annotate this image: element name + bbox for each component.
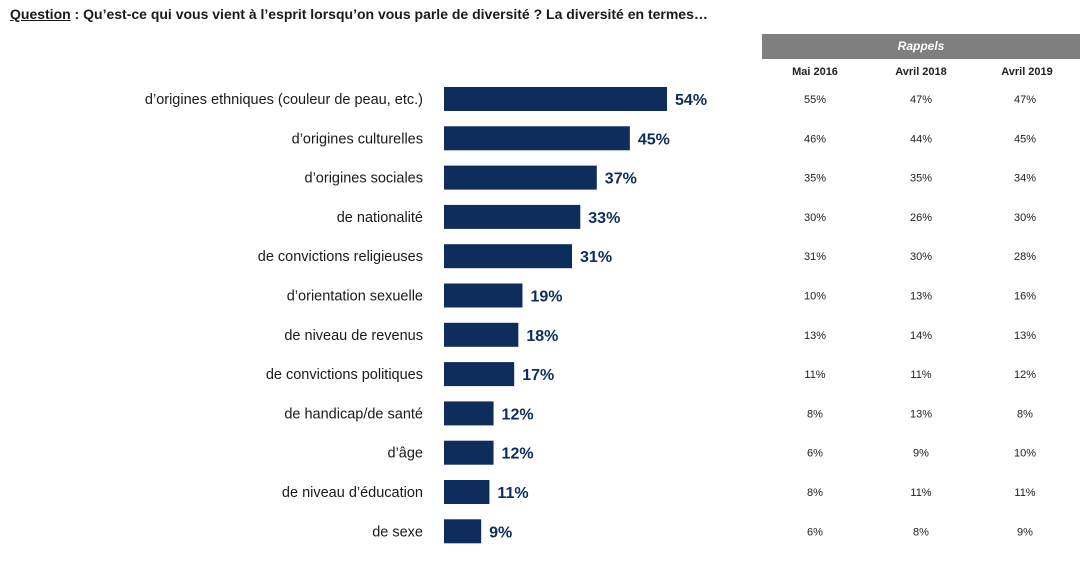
rappels-cell: 11% bbox=[910, 487, 931, 499]
rappels-column-headers: Mai 2016 Avril 2018 Avril 2019 bbox=[762, 66, 1080, 82]
question-text: Qu’est-ce qui vous vient à l’esprit lors… bbox=[83, 6, 708, 22]
rappels-cell: 13% bbox=[804, 330, 826, 342]
category-label: de nationalité bbox=[337, 210, 423, 226]
value-label: 12% bbox=[502, 406, 534, 423]
value-label: 18% bbox=[526, 328, 558, 345]
value-label: 33% bbox=[588, 210, 620, 227]
rappels-cell: 30% bbox=[910, 251, 932, 263]
rappels-cell: 46% bbox=[804, 133, 826, 145]
bar bbox=[444, 165, 597, 190]
bar bbox=[444, 204, 581, 229]
bar bbox=[444, 244, 573, 269]
bar bbox=[444, 440, 494, 465]
rappels-cell: 9% bbox=[1017, 526, 1033, 538]
rappels-cell: 31% bbox=[804, 251, 826, 263]
rappels-cell: 11% bbox=[804, 369, 825, 381]
category-label: de convictions religieuses bbox=[258, 249, 423, 265]
rappels-cell: 8% bbox=[807, 487, 823, 499]
value-label: 45% bbox=[638, 131, 670, 148]
bar bbox=[444, 87, 668, 111]
rappels-cell: 55% bbox=[804, 94, 826, 106]
rappels-cell: 12% bbox=[1014, 369, 1036, 381]
rappels-cell: 30% bbox=[1014, 212, 1036, 224]
category-label: d’origines sociales bbox=[305, 171, 423, 187]
rappels-cell: 6% bbox=[807, 526, 823, 538]
rappels-cell: 30% bbox=[804, 212, 826, 224]
bar bbox=[444, 322, 519, 347]
bar bbox=[444, 480, 490, 504]
column-header-avril-2018: Avril 2018 bbox=[895, 66, 947, 78]
rappels-cell: 34% bbox=[1014, 173, 1036, 185]
category-label: de sexe bbox=[372, 524, 423, 540]
rappels-cell: 35% bbox=[804, 173, 826, 185]
category-label: de handicap/de santé bbox=[284, 406, 423, 422]
rappels-cell: 10% bbox=[804, 291, 826, 303]
category-label: d’origines ethniques (couleur de peau, e… bbox=[145, 92, 423, 108]
rappels-cell: 11% bbox=[1014, 487, 1035, 499]
rappels-cell: 10% bbox=[1014, 448, 1036, 460]
rappels-header: Rappels bbox=[762, 34, 1080, 59]
value-label: 31% bbox=[580, 249, 612, 266]
value-label: 37% bbox=[605, 171, 637, 188]
column-header-mai-2016: Mai 2016 bbox=[792, 66, 838, 78]
category-label: de convictions politiques bbox=[266, 367, 423, 383]
rappels-cell: 45% bbox=[1014, 133, 1036, 145]
bar bbox=[444, 362, 515, 387]
bar bbox=[444, 283, 523, 308]
rappels-cell: 44% bbox=[910, 133, 932, 145]
rappels-cell: 8% bbox=[913, 526, 929, 538]
category-label: de niveau de revenus bbox=[284, 328, 423, 344]
category-label: d’origines culturelles bbox=[292, 131, 423, 147]
rappels-cell: 13% bbox=[910, 291, 932, 303]
bar bbox=[444, 519, 482, 544]
rappels-cell: 8% bbox=[807, 408, 823, 420]
value-label: 17% bbox=[522, 367, 554, 384]
rappels-cell: 26% bbox=[910, 212, 932, 224]
rappels-cell: 11% bbox=[910, 369, 931, 381]
bar bbox=[444, 126, 630, 151]
rappels-cell: 28% bbox=[1014, 251, 1036, 263]
rappels-cell: 14% bbox=[910, 330, 932, 342]
rappels-cell: 8% bbox=[1017, 408, 1033, 420]
rappels-cell: 13% bbox=[1014, 330, 1036, 342]
question-header: Question : Qu’est-ce qui vous vient à l’… bbox=[10, 6, 708, 22]
category-label: d’orientation sexuelle bbox=[287, 289, 423, 305]
question-separator: : bbox=[70, 6, 84, 22]
value-label: 54% bbox=[675, 92, 707, 109]
value-label: 11% bbox=[497, 485, 528, 502]
value-label: 19% bbox=[530, 289, 562, 306]
rappels-cell: 16% bbox=[1014, 291, 1036, 303]
rappels-cell: 47% bbox=[1014, 94, 1036, 106]
value-label: 9% bbox=[489, 524, 512, 541]
rappels-cell: 9% bbox=[913, 448, 929, 460]
rappels-cell: 35% bbox=[910, 173, 932, 185]
question-label: Question bbox=[10, 6, 71, 22]
value-label: 12% bbox=[502, 446, 534, 463]
category-label: d’âge bbox=[388, 446, 423, 462]
bar bbox=[444, 401, 494, 426]
rappels-cell: 13% bbox=[910, 408, 932, 420]
rappels-cell: 6% bbox=[807, 448, 823, 460]
column-header-avril-2019: Avril 2019 bbox=[1001, 66, 1053, 78]
rappels-cell: 47% bbox=[910, 94, 932, 106]
category-label: de niveau d’éducation bbox=[282, 485, 423, 501]
